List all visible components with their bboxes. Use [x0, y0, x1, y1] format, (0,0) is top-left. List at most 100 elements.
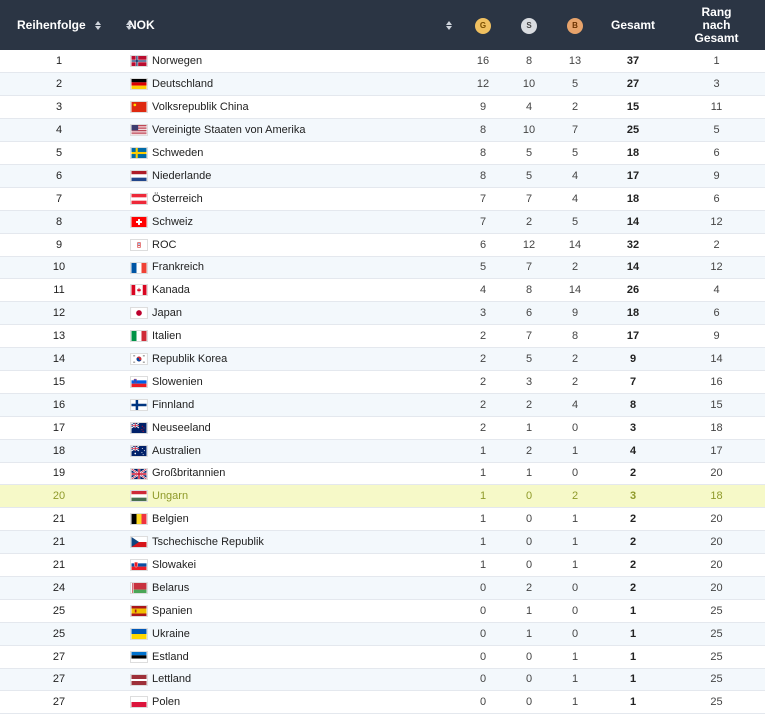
header-bronze[interactable]: B: [552, 0, 598, 50]
country-name[interactable]: Slowakei: [152, 559, 197, 572]
table-row[interactable]: 2 Deutschland 12 10 5 27 3: [0, 72, 765, 96]
country-name[interactable]: Estland: [152, 650, 189, 663]
table-row[interactable]: 25 Spanien 0 1 0 1 25: [0, 599, 765, 623]
nok-cell[interactable]: Niederlande: [118, 164, 460, 187]
nok-cell[interactable]: Republik Korea: [118, 348, 460, 371]
table-row[interactable]: 21 Tschechische Republik 1 0 1 2 20: [0, 530, 765, 554]
country-name[interactable]: Belarus: [152, 581, 190, 594]
table-row[interactable]: 4 Vereinigte Staaten von Amerika 8 10 7 25 5: [0, 118, 765, 142]
table-row[interactable]: 27 Polen 0 0 1 1 25: [0, 691, 765, 714]
header-rank[interactable]: Reihenfolge: [0, 0, 118, 50]
table-row[interactable]: 19 Großbritannien 1 1 0 2 20: [0, 462, 765, 485]
table-row[interactable]: 11 Kanada 4 8 14 26 4: [0, 279, 765, 302]
nok-cell[interactable]: Polen: [118, 691, 460, 714]
nok-cell[interactable]: Schweiz: [118, 210, 460, 233]
country-name[interactable]: Republik Korea: [152, 353, 228, 366]
table-row[interactable]: 12 Japan 3 6 9 18 6: [0, 301, 765, 325]
table-row[interactable]: 16 Finnland 2 2 4 8 15: [0, 393, 765, 417]
header-total[interactable]: Gesamt: [610, 18, 656, 32]
nok-cell[interactable]: Kanada: [118, 279, 460, 302]
nok-cell[interactable]: Norwegen: [118, 50, 460, 73]
nok-cell[interactable]: Deutschland: [118, 73, 460, 96]
country-name[interactable]: Schweden: [152, 147, 204, 160]
country-name[interactable]: Australien: [152, 444, 201, 457]
sort-icon[interactable]: [446, 21, 452, 30]
gold-count: 3: [479, 307, 487, 320]
nok-cell[interactable]: Tschechische Republik: [118, 531, 460, 554]
table-row[interactable]: 14 Republik Korea 2 5 2 9 14: [0, 347, 765, 371]
rank-cell: 13: [52, 330, 66, 343]
table-row[interactable]: 8 Schweiz 7 2 5 14 12: [0, 210, 765, 234]
table-row[interactable]: 9 ROC 6 12 14 32 2: [0, 233, 765, 257]
country-name[interactable]: Tschechische Republik: [152, 536, 264, 549]
table-row[interactable]: 10 Frankreich 5 7 2 14 12: [0, 256, 765, 279]
country-name[interactable]: Belgien: [152, 513, 189, 526]
country-name[interactable]: Volksrepublik China: [152, 101, 249, 114]
country-name[interactable]: Norwegen: [152, 55, 203, 68]
country-name[interactable]: Polen: [152, 696, 181, 709]
table-row[interactable]: 20 Ungarn 1 0 2 3 18: [0, 484, 765, 508]
nok-cell[interactable]: Ukraine: [118, 622, 460, 645]
country-name[interactable]: Vereinigte Staaten von Amerika: [152, 124, 306, 137]
nok-cell[interactable]: Großbritannien: [118, 462, 460, 485]
nok-cell[interactable]: Schweden: [118, 142, 460, 165]
nok-cell[interactable]: Österreich: [118, 187, 460, 210]
nok-cell[interactable]: Ungarn: [118, 485, 460, 508]
country-name[interactable]: Italien: [152, 330, 182, 343]
table-row[interactable]: 3 Volksrepublik China 9 4 2 15 11: [0, 96, 765, 119]
table-row[interactable]: 5 Schweden 8 5 5 18 6: [0, 142, 765, 165]
nok-cell[interactable]: Slowenien: [118, 370, 460, 393]
table-row[interactable]: 13 Italien 2 7 8 17 9: [0, 325, 765, 348]
table-row[interactable]: 25 Ukraine 0 1 0 1 25: [0, 622, 765, 646]
table-row[interactable]: 15 Slowenien 2 3 2 7 16: [0, 370, 765, 394]
country-name[interactable]: Ungarn: [152, 490, 189, 503]
country-name[interactable]: Spanien: [152, 604, 193, 617]
header-gold[interactable]: G: [460, 0, 506, 50]
nok-cell[interactable]: Belgien: [118, 508, 460, 531]
country-name[interactable]: Niederlande: [152, 169, 212, 182]
table-row[interactable]: 17 Neuseeland 2 1 0 3 18: [0, 416, 765, 440]
nok-cell[interactable]: Australien: [118, 439, 460, 462]
country-name[interactable]: Kanada: [152, 284, 190, 297]
country-name[interactable]: Schweiz: [152, 215, 193, 228]
header-silver[interactable]: S: [506, 0, 552, 50]
nok-cell[interactable]: Belarus: [118, 576, 460, 599]
nok-cell[interactable]: Estland: [118, 645, 460, 668]
nok-cell[interactable]: Japan: [118, 302, 460, 325]
table-row[interactable]: 21 Slowakei 1 0 1 2 20: [0, 554, 765, 577]
rank-by-total: 14: [710, 353, 723, 366]
nok-cell[interactable]: ROC: [118, 233, 460, 256]
country-name[interactable]: Lettland: [152, 673, 192, 686]
nok-cell[interactable]: Italien: [118, 325, 460, 348]
country-name[interactable]: ROC: [152, 238, 177, 251]
country-name[interactable]: Neuseeland: [152, 421, 211, 434]
sort-icon[interactable]: [95, 20, 101, 30]
country-name[interactable]: Deutschland: [152, 78, 214, 91]
sort-icon[interactable]: [126, 21, 132, 30]
table-row[interactable]: 21 Belgien 1 0 1 2 20: [0, 508, 765, 531]
nok-cell[interactable]: Frankreich: [118, 256, 460, 279]
country-name[interactable]: Großbritannien: [152, 467, 226, 480]
nok-cell[interactable]: Vereinigte Staaten von Amerika: [118, 119, 460, 142]
nok-cell[interactable]: Lettland: [118, 668, 460, 691]
header-nok[interactable]: NOK: [118, 0, 460, 50]
country-name[interactable]: Japan: [152, 307, 182, 320]
table-row[interactable]: 18 Australien 1 2 1 4 17: [0, 439, 765, 463]
table-row[interactable]: 6 Niederlande 8 5 4 17 9: [0, 164, 765, 188]
country-name[interactable]: Frankreich: [152, 261, 204, 274]
table-row[interactable]: 1 Norwegen 16 8 13 37 1: [0, 50, 765, 73]
table-row[interactable]: 27 Lettland 0 0 1 1 25: [0, 668, 765, 691]
country-name[interactable]: Finnland: [152, 398, 195, 411]
nok-cell[interactable]: Neuseeland: [118, 416, 460, 439]
table-row[interactable]: 24 Belarus 0 2 0 2 20: [0, 576, 765, 600]
nok-cell[interactable]: Slowakei: [118, 554, 460, 577]
nok-cell[interactable]: Volksrepublik China: [118, 96, 460, 119]
header-rank-by-total[interactable]: Rang nach Gesamt: [668, 0, 765, 50]
table-row[interactable]: 27 Estland 0 0 1 1 25: [0, 645, 765, 669]
nok-cell[interactable]: Finnland: [118, 393, 460, 416]
country-name[interactable]: Slowenien: [152, 375, 203, 388]
country-name[interactable]: Ukraine: [152, 627, 190, 640]
country-name[interactable]: Österreich: [152, 192, 203, 205]
table-row[interactable]: 7 Österreich 7 7 4 18 6: [0, 187, 765, 211]
nok-cell[interactable]: Spanien: [118, 599, 460, 622]
